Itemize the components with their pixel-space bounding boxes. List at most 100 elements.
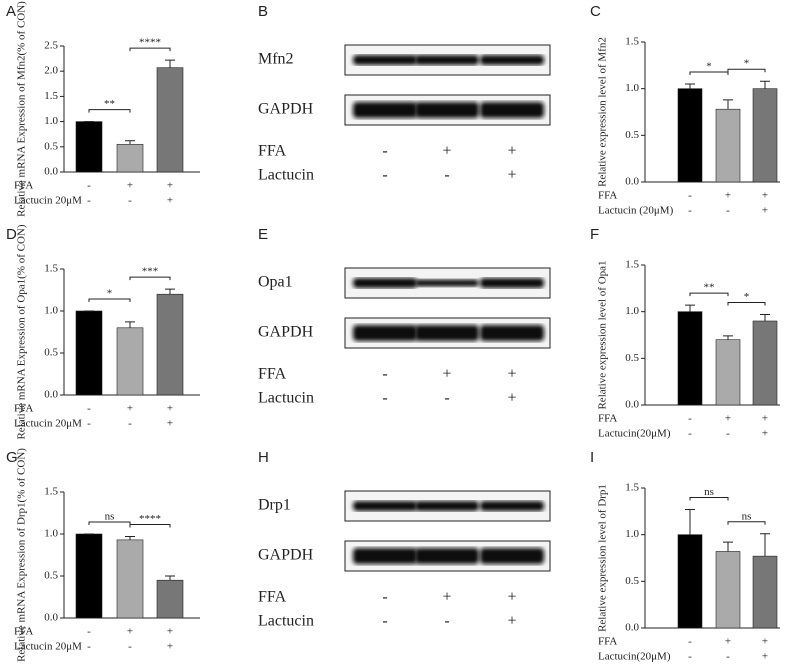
condition-label: Lactucin — [258, 167, 314, 184]
condition-sign: + — [507, 613, 516, 630]
panel-label: E — [258, 226, 268, 243]
condition-sign: - — [688, 205, 692, 217]
bar — [752, 555, 778, 629]
error-bar — [760, 533, 770, 557]
condition-label: FFA — [258, 589, 287, 606]
error-bar — [685, 508, 695, 535]
blot-band — [415, 55, 479, 65]
condition-sign: - — [87, 403, 91, 415]
significance-label: *** — [142, 266, 159, 278]
y-tick-label: 0.0 — [44, 166, 58, 178]
y-axis-label: Relative expression level of Mfn2 — [597, 37, 609, 187]
condition-sign: - — [87, 418, 91, 430]
bar — [752, 320, 778, 406]
bar — [715, 551, 741, 629]
blot-band — [480, 102, 544, 118]
error-bar — [125, 140, 135, 145]
condition-label: FFA — [14, 403, 33, 415]
blot-band — [480, 278, 544, 288]
condition-label: Lactucin 20μM — [14, 195, 82, 207]
blot-band — [415, 325, 479, 341]
condition-sign: - — [382, 366, 387, 383]
y-tick-label: 0.0 — [625, 622, 639, 634]
condition-sign: + — [167, 626, 173, 638]
significance-bracket — [129, 276, 171, 281]
y-axis-label: Relative mRNA Expression of Mfn2(% of CO… — [16, 1, 28, 217]
significance-label: ** — [704, 282, 715, 294]
condition-sign: + — [167, 418, 173, 430]
bar — [156, 579, 184, 619]
condition-sign: - — [87, 180, 91, 192]
blot-band — [480, 55, 544, 65]
error-bar — [165, 575, 175, 581]
significance-bracket — [689, 71, 729, 75]
blot-band — [415, 102, 479, 118]
significance-bracket — [129, 524, 171, 528]
error-bar — [165, 288, 175, 295]
blot-label: Mfn2 — [258, 51, 294, 68]
blot-band — [480, 548, 544, 564]
condition-sign: + — [762, 413, 768, 425]
panel-label: A — [6, 3, 16, 20]
significance-bracket — [88, 298, 131, 302]
condition-sign: - — [726, 651, 730, 663]
condition-label: FFA — [258, 366, 287, 383]
bar — [156, 67, 184, 173]
condition-sign: - — [128, 641, 132, 653]
y-tick-label: 0.0 — [44, 389, 58, 401]
condition-sign: + — [725, 413, 731, 425]
condition-sign: + — [442, 143, 451, 160]
condition-sign: - — [382, 589, 387, 606]
bar — [116, 327, 144, 396]
significance-label: * — [744, 291, 750, 303]
condition-sign: + — [127, 626, 133, 638]
condition-sign: - — [726, 205, 730, 217]
condition-sign: + — [507, 143, 516, 160]
y-tick-label: 0.0 — [44, 612, 58, 624]
condition-sign: - — [688, 636, 692, 648]
error-bar — [165, 59, 175, 68]
y-tick-label: 0.5 — [44, 140, 58, 152]
blot-band — [480, 501, 544, 511]
significance-label: ns — [105, 511, 115, 523]
error-bar — [723, 335, 733, 340]
condition-sign: + — [762, 190, 768, 202]
condition-sign: - — [444, 613, 449, 630]
condition-sign: - — [688, 651, 692, 663]
blot-band — [415, 279, 479, 287]
condition-sign: - — [726, 428, 730, 440]
y-tick-label: 0.0 — [625, 399, 639, 411]
condition-sign: - — [444, 390, 449, 407]
significance-label: ns — [704, 486, 714, 498]
significance-bracket — [689, 496, 729, 501]
bar — [75, 121, 103, 173]
blot-band — [480, 325, 544, 341]
panel-label: D — [6, 226, 17, 243]
error-bar — [723, 541, 733, 552]
condition-sign: + — [507, 390, 516, 407]
significance-label: **** — [139, 513, 161, 525]
y-tick-label: 0.0 — [625, 176, 639, 188]
significance-bracket — [689, 292, 729, 297]
condition-sign: - — [382, 167, 387, 184]
condition-label: FFA — [14, 180, 33, 192]
condition-sign: - — [128, 195, 132, 207]
condition-label: FFA — [598, 413, 617, 425]
error-bar — [723, 99, 733, 110]
condition-sign: + — [167, 195, 173, 207]
condition-sign: + — [127, 403, 133, 415]
condition-sign: - — [688, 413, 692, 425]
significance-label: **** — [139, 37, 161, 49]
bar — [677, 88, 703, 183]
y-tick-label: 0.5 — [625, 352, 639, 364]
y-tick-label: 2.0 — [44, 65, 58, 77]
condition-sign: - — [444, 167, 449, 184]
error-bar — [125, 321, 135, 328]
y-tick-label: 2.5 — [44, 40, 58, 52]
bar — [75, 533, 103, 619]
y-tick-label: 1.5 — [44, 90, 58, 102]
blot-label: Opa1 — [258, 274, 293, 291]
bar — [715, 339, 741, 406]
y-tick-label: 1.5 — [44, 486, 58, 498]
